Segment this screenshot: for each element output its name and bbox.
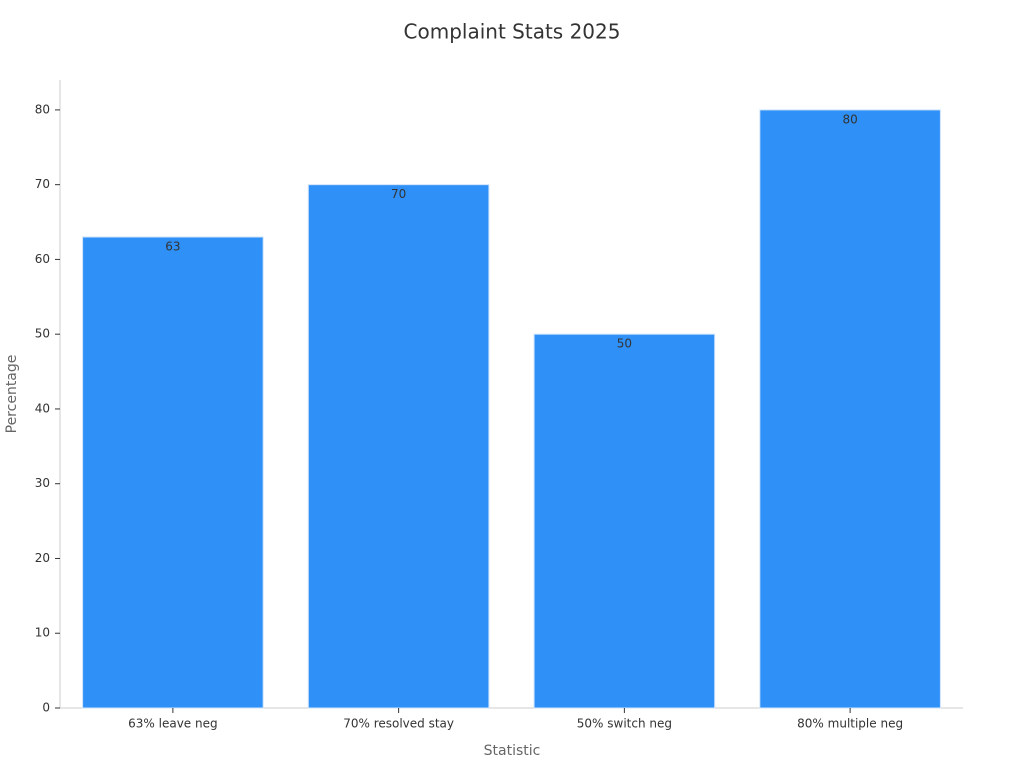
y-tick-label: 30 (35, 476, 50, 490)
chart-title: Complaint Stats 2025 (404, 20, 621, 44)
y-tick-label: 50 (35, 327, 50, 341)
y-tick-label: 20 (35, 551, 50, 565)
x-tick-label: 50% switch neg (577, 717, 672, 731)
y-tick-label: 70 (35, 177, 50, 191)
y-tick-label: 80 (35, 102, 50, 116)
x-tick-label: 70% resolved stay (343, 717, 454, 731)
data-label: 63 (165, 240, 180, 254)
data-label: 80 (842, 112, 857, 126)
x-axis-label: Statistic (484, 743, 541, 759)
y-tick-label: 40 (35, 401, 50, 415)
x-tick-label: 63% leave neg (128, 717, 217, 731)
y-tick-label: 0 (42, 701, 50, 715)
bar (82, 236, 264, 709)
bar (533, 333, 716, 709)
data-label: 50 (617, 337, 632, 351)
bar (307, 184, 490, 709)
x-tick-label: 80% multiple neg (797, 717, 903, 731)
y-tick-label: 10 (35, 626, 50, 640)
y-tick-label: 60 (35, 252, 50, 266)
data-label: 70 (391, 187, 406, 201)
bar (759, 109, 941, 709)
y-axis-label: Percentage (4, 355, 20, 434)
